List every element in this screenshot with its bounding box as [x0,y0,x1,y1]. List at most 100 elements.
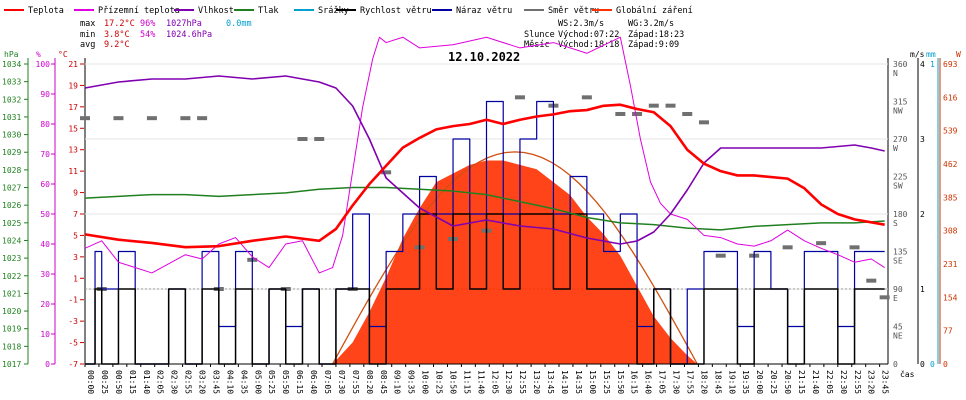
pressure-tick: 1023 [2,254,21,263]
radiation-tick: 77 [943,327,953,336]
humidity-axis-unit: % [36,50,41,59]
legend-label-rychlost_vetru: Rychlost větru [360,6,432,16]
x-tick-label: 19:10 [727,370,736,394]
legend-label-tlak: Tlak [258,6,278,16]
wind-direction-tick: 45 [893,323,903,332]
temperature-tick: 5 [73,231,78,240]
radiation-tick: 385 [943,193,958,202]
x-tick-label: 12:30 [504,370,513,394]
series-globalni-zareni-area [332,160,698,364]
humidity-tick: 80 [40,120,50,129]
legend-label-teplota: Teplota [28,6,64,16]
temperature-tick: 11 [68,167,78,176]
pressure-tick: 1034 [2,60,21,69]
x-tick-label: 07:30 [337,370,346,394]
temperature-tick: -3 [68,317,78,326]
series-smer-vetru-point [782,245,793,250]
info-slunce-label: Slunce [524,30,555,40]
wind-direction-label: W [893,144,898,153]
x-tick-label: 16:15 [630,370,639,394]
wind-direction-tick: 360 [893,60,908,69]
wind-speed-tick: 4 [920,60,925,69]
pressure-tick: 1026 [2,201,21,210]
info-mesic-zapad: Západ:9:09 [628,40,679,50]
x-tick-label: 20:25 [769,370,778,394]
x-tick-label: 16:40 [644,370,653,394]
series-smer-vetru-point [816,241,827,246]
humidity-tick: 50 [40,210,50,219]
x-tick-label: 06:40 [309,370,318,394]
x-tick-label: 18:45 [713,370,722,394]
x-tick-label: 07:05 [323,370,332,394]
stat-avg-temp: 9.2°C [104,40,130,50]
temperature-tick: 17 [68,103,78,112]
stat-min-hum: 54% [140,30,155,40]
series-smer-vetru-point [80,116,90,121]
wind-speed-tick: 0 [920,360,925,369]
stat-min-press: 1024.6hPa [166,30,212,40]
pressure-tick: 1029 [2,148,21,157]
wind-direction-tick: 315 [893,98,908,107]
x-tick-label: 15:00 [588,370,597,394]
x-tick-label: 05:50 [281,370,290,394]
x-tick-label: 02:30 [170,370,179,394]
series-smer-vetru-point [665,103,676,108]
info-wg: WG:3.2m/s [628,19,674,29]
legend: Teplota Přízemní teplota Vlhkost Tlak Srážky… [4,6,693,16]
x-tick-label: 08:20 [365,370,374,394]
series-smer-vetru-point [615,112,626,116]
x-tick-label: 00:00 [86,370,95,394]
x-tick-label: 18:20 [699,370,708,394]
series-smer-vetru-point [866,278,877,283]
radiation-tick: 462 [943,160,958,169]
x-tick-label: 15:50 [616,370,625,394]
info-ws: WS:2.3m/s [558,19,604,29]
pressure-tick: 1018 [2,342,21,351]
x-tick-label: 07:55 [351,370,360,394]
pressure-tick: 1024 [2,236,21,245]
stat-max-rain: 0.0mm [226,19,252,29]
chart-title: 12.10.2022 [448,50,520,64]
humidity-tick: 40 [40,240,50,249]
stat-max-label: max [80,19,95,29]
series-smer-vetru-point [381,170,392,175]
stats-panel: max 17.2°C 96% 1027hPa 0.0mm min 3.8°C 5… [80,19,252,50]
x-tick-label: 00:50 [114,370,123,394]
radiation-tick: 616 [943,93,958,102]
temperature-tick: 7 [73,210,78,219]
humidity-tick: 10 [40,330,50,339]
pressure-tick: 1027 [2,184,21,193]
x-tick-label: 17:30 [672,370,681,394]
radiation-tick: 693 [943,60,958,69]
series-smer-vetru-point [849,245,860,250]
wind-direction-label: SW [893,182,903,191]
wind-direction-tick: 90 [893,285,903,294]
x-tick-label: 03:20 [198,370,207,394]
temperature-tick: 3 [73,253,78,262]
temperature-tick: -1 [68,296,78,305]
x-tick-label: 00:25 [100,370,109,394]
series-smer-vetru-point [632,112,643,116]
x-tick-label: 14:35 [574,370,583,394]
x-tick-label: 20:00 [755,370,764,394]
temperature-tick: 13 [68,146,78,155]
pressure-tick: 1031 [2,113,21,122]
x-tick-label: 10:00 [421,370,430,394]
temperature-tick: 1 [73,274,78,283]
x-tick-label: 02:05 [156,370,165,394]
x-tick-label: 21:40 [811,370,820,394]
x-tick-label: 13:45 [546,370,555,394]
x-tick-label: 11:15 [462,370,471,394]
x-tick-label: 17:05 [658,370,667,394]
stat-min-label: min [80,30,95,40]
humidity-tick: 100 [36,60,51,69]
series-smer-vetru-point [180,116,191,121]
series-smer-vetru-point [648,103,659,108]
x-tick-label: 13:20 [532,370,541,394]
series-smer-vetru-point [297,137,308,141]
pressure-axis-unit: hPa [4,50,19,59]
x-tick-label: 12:05 [490,370,499,394]
radiation-tick: 231 [943,260,958,269]
series-smer-vetru-point [879,295,890,300]
pressure-tick: 1032 [2,95,21,104]
